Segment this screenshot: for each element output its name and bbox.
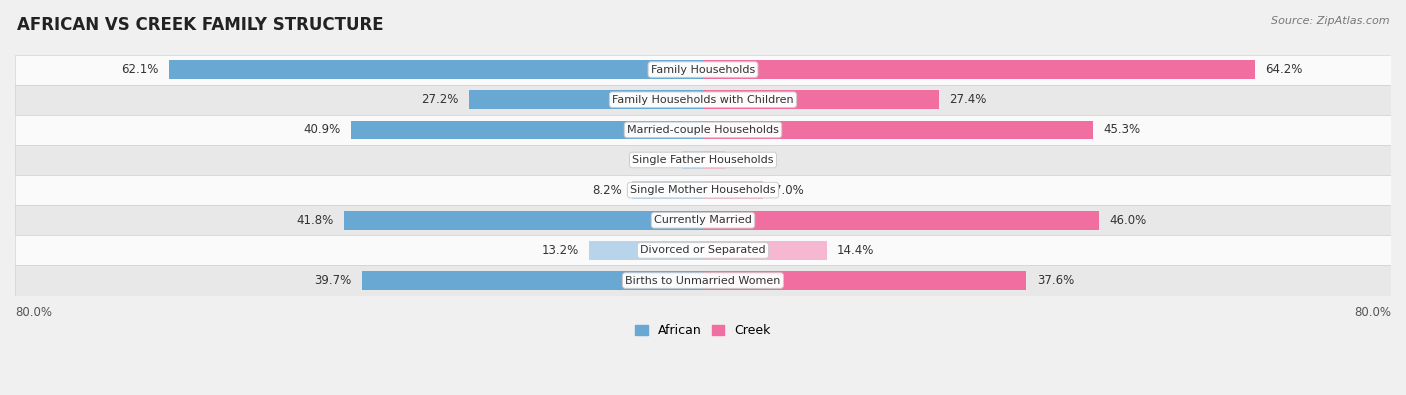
- Bar: [703, 211, 1098, 229]
- Bar: [703, 90, 939, 109]
- Text: 14.4%: 14.4%: [837, 244, 875, 257]
- Bar: [633, 181, 703, 199]
- Text: AFRICAN VS CREEK FAMILY STRUCTURE: AFRICAN VS CREEK FAMILY STRUCTURE: [17, 16, 384, 34]
- Text: 7.0%: 7.0%: [773, 184, 803, 197]
- Bar: [15, 205, 1391, 235]
- Bar: [703, 150, 725, 169]
- Text: 64.2%: 64.2%: [1265, 63, 1303, 76]
- Bar: [682, 150, 703, 169]
- Text: 80.0%: 80.0%: [1354, 306, 1391, 319]
- Text: Source: ZipAtlas.com: Source: ZipAtlas.com: [1271, 16, 1389, 26]
- Text: Single Mother Households: Single Mother Households: [630, 185, 776, 195]
- Bar: [15, 55, 1391, 85]
- Text: 39.7%: 39.7%: [314, 274, 352, 287]
- Bar: [15, 85, 1391, 115]
- Text: Single Father Households: Single Father Households: [633, 155, 773, 165]
- Bar: [589, 241, 703, 260]
- Bar: [15, 175, 1391, 205]
- Bar: [15, 145, 1391, 175]
- Text: 2.6%: 2.6%: [735, 154, 765, 167]
- Bar: [15, 115, 1391, 145]
- Bar: [703, 120, 1092, 139]
- Text: Currently Married: Currently Married: [654, 215, 752, 225]
- Text: 8.2%: 8.2%: [592, 184, 623, 197]
- Text: 2.5%: 2.5%: [641, 154, 671, 167]
- Text: Family Households: Family Households: [651, 64, 755, 75]
- Text: 45.3%: 45.3%: [1102, 123, 1140, 136]
- Bar: [15, 265, 1391, 295]
- Text: Births to Unmarried Women: Births to Unmarried Women: [626, 276, 780, 286]
- Text: 27.2%: 27.2%: [422, 93, 458, 106]
- Bar: [703, 271, 1026, 290]
- Text: 13.2%: 13.2%: [541, 244, 579, 257]
- Bar: [470, 90, 703, 109]
- Bar: [15, 235, 1391, 265]
- Text: 37.6%: 37.6%: [1036, 274, 1074, 287]
- Text: 46.0%: 46.0%: [1109, 214, 1146, 227]
- Text: Divorced or Separated: Divorced or Separated: [640, 245, 766, 256]
- Bar: [352, 120, 703, 139]
- Text: 40.9%: 40.9%: [304, 123, 340, 136]
- Bar: [361, 271, 703, 290]
- Text: 41.8%: 41.8%: [295, 214, 333, 227]
- Text: 80.0%: 80.0%: [15, 306, 52, 319]
- Text: Family Households with Children: Family Households with Children: [612, 95, 794, 105]
- Text: 62.1%: 62.1%: [121, 63, 159, 76]
- Bar: [343, 211, 703, 229]
- Bar: [703, 60, 1256, 79]
- Legend: African, Creek: African, Creek: [630, 320, 776, 342]
- Bar: [703, 241, 827, 260]
- Text: Married-couple Households: Married-couple Households: [627, 125, 779, 135]
- Bar: [703, 181, 763, 199]
- Text: 27.4%: 27.4%: [949, 93, 987, 106]
- Bar: [169, 60, 703, 79]
